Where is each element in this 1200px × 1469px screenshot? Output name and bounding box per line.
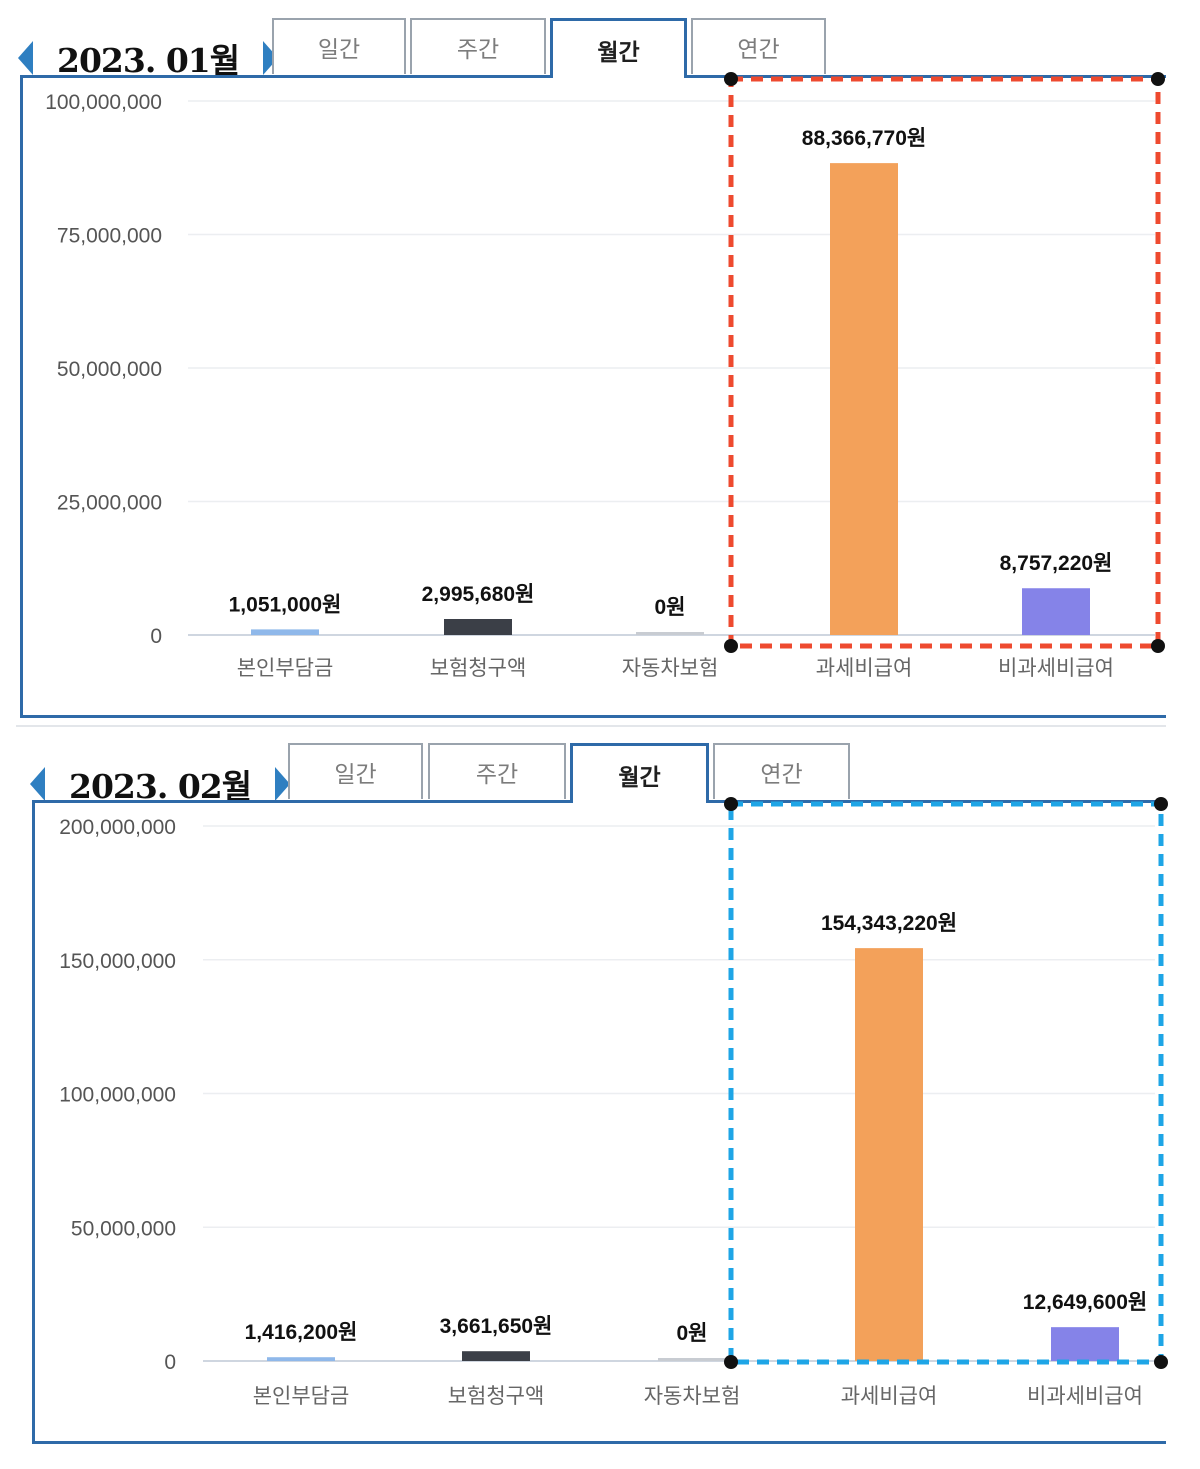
- category-label: 보험청구액: [430, 657, 527, 680]
- y-tick-label: 75,000,000: [57, 225, 162, 248]
- tab-weekly[interactable]: 주간: [428, 743, 566, 799]
- value-label: 3,661,650원: [440, 1315, 553, 1338]
- y-tick-label: 0: [164, 1351, 176, 1374]
- bar: [462, 1351, 530, 1361]
- highlight-corner-dot: [1154, 797, 1168, 811]
- highlight-corner-dot: [1151, 639, 1165, 653]
- category-label: 자동차보험: [622, 657, 719, 680]
- highlight-corner-dot: [1154, 1355, 1168, 1369]
- prev-period-icon[interactable]: [30, 767, 45, 801]
- value-label: 1,051,000원: [229, 593, 342, 616]
- highlight-box: [728, 76, 1161, 649]
- y-tick-label: 100,000,000: [45, 91, 162, 114]
- prev-period-icon[interactable]: [18, 41, 33, 75]
- y-tick-label: 50,000,000: [71, 1217, 176, 1240]
- value-label: 12,649,600원: [1023, 1291, 1147, 1314]
- bar: [830, 163, 898, 635]
- chart-frame-top-right: [684, 75, 1166, 78]
- y-tick-label: 200,000,000: [59, 816, 176, 839]
- chart-panel-1: 2023. 01월 일간 주간 월간 연간 0 25,000,000 50,000,…: [0, 0, 1200, 720]
- bar: [658, 1358, 726, 1361]
- bar-chart: 0 25,000,000 50,000,000 75,000,000 100,000,0…: [45, 72, 1165, 680]
- tab-daily[interactable]: 일간: [288, 743, 423, 799]
- y-tick-label: 150,000,000: [59, 950, 176, 973]
- y-tick-label: 25,000,000: [57, 492, 162, 515]
- period-label: 2023. 02월: [69, 767, 252, 806]
- category-label: 비과세비급여: [1027, 1385, 1143, 1408]
- tab-yearly[interactable]: 연간: [713, 743, 850, 799]
- tab-daily[interactable]: 일간: [272, 18, 406, 74]
- tab-weekly[interactable]: 주간: [410, 18, 546, 74]
- value-label: 154,343,220원: [821, 912, 957, 935]
- value-label: 0원: [677, 1322, 708, 1345]
- value-label: 8,757,220원: [1000, 552, 1113, 575]
- category-label: 과세비급여: [841, 1385, 938, 1408]
- bar: [855, 948, 923, 1361]
- period-label: 2023. 01월: [57, 41, 240, 80]
- chart-frame: [20, 75, 1166, 718]
- y-tick-label: 50,000,000: [57, 358, 162, 381]
- tab-monthly[interactable]: 월간: [550, 18, 687, 78]
- highlight-corner-dot: [1151, 72, 1165, 86]
- category-label: 본인부담금: [237, 657, 334, 680]
- chart-frame-top-left: [32, 800, 573, 803]
- highlight-corner-dot: [724, 1355, 738, 1369]
- bar: [1022, 588, 1090, 635]
- y-tick-label: 0: [150, 625, 162, 648]
- bar: [636, 632, 704, 635]
- category-label: 과세비급여: [816, 657, 913, 680]
- value-label: 2,995,680원: [422, 583, 535, 606]
- bar: [1051, 1327, 1119, 1361]
- value-label: 0원: [655, 596, 686, 619]
- category-label: 본인부담금: [253, 1385, 350, 1408]
- highlight-corner-dot: [724, 639, 738, 653]
- bar: [267, 1357, 335, 1361]
- highlight-box: [728, 801, 1164, 1365]
- chart-frame: [32, 800, 1166, 1444]
- bar: [251, 629, 319, 635]
- period-nav: 2023. 02월: [30, 760, 291, 808]
- bar: [444, 619, 512, 635]
- value-label: 1,416,200원: [245, 1321, 358, 1344]
- tab-yearly[interactable]: 연간: [691, 18, 826, 74]
- category-label: 자동차보험: [644, 1385, 741, 1408]
- category-label: 보험청구액: [448, 1385, 545, 1408]
- tab-monthly[interactable]: 월간: [570, 743, 709, 803]
- panel-separator: [16, 725, 1166, 727]
- highlight-corner-dot: [724, 72, 738, 86]
- highlight-corner-dot: [724, 797, 738, 811]
- next-period-icon[interactable]: [275, 767, 291, 801]
- category-label: 비과세비급여: [998, 657, 1114, 680]
- chart-frame-top-left: [20, 75, 553, 78]
- value-label: 88,366,770원: [802, 127, 926, 150]
- y-tick-label: 100,000,000: [59, 1084, 176, 1107]
